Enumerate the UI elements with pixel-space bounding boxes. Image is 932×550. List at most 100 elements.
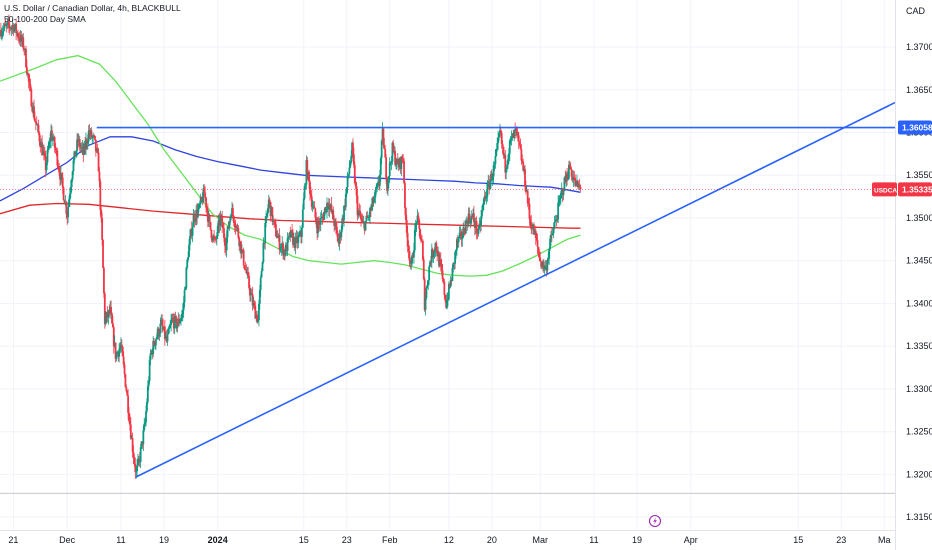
candle bbox=[118, 343, 121, 363]
candle bbox=[267, 194, 270, 213]
candle bbox=[427, 279, 430, 290]
ascending-trendline[interactable] bbox=[135, 101, 896, 478]
candle bbox=[128, 406, 130, 424]
candle bbox=[534, 225, 537, 246]
candle bbox=[15, 18, 18, 41]
candle bbox=[576, 180, 579, 189]
sma200-line bbox=[0, 202, 581, 229]
alert-icon[interactable] bbox=[648, 514, 662, 528]
candle bbox=[380, 139, 383, 165]
x-tick-label: Apr bbox=[684, 535, 698, 545]
candle bbox=[115, 351, 118, 362]
candle bbox=[542, 259, 545, 274]
grid bbox=[0, 0, 895, 530]
candle bbox=[167, 326, 170, 335]
candle bbox=[121, 345, 124, 357]
candle bbox=[319, 212, 322, 231]
candle bbox=[163, 320, 166, 346]
candle bbox=[129, 416, 132, 440]
x-tick-label: 15 bbox=[299, 535, 309, 545]
candle bbox=[183, 286, 186, 308]
candle bbox=[175, 315, 178, 332]
candle bbox=[332, 206, 335, 220]
candle bbox=[248, 272, 250, 291]
sma50-line bbox=[0, 54, 581, 277]
candle bbox=[411, 252, 414, 267]
candle bbox=[341, 214, 344, 233]
y-tick-label: 1.35500 bbox=[906, 170, 932, 180]
candle bbox=[25, 59, 28, 76]
candle bbox=[498, 132, 500, 142]
candle bbox=[37, 119, 40, 136]
candle bbox=[170, 313, 173, 332]
candle bbox=[548, 247, 551, 265]
candle bbox=[76, 133, 78, 157]
candle bbox=[1, 25, 4, 40]
candle bbox=[137, 453, 139, 468]
y-tick-label: 1.32000 bbox=[906, 469, 932, 479]
candle bbox=[25, 45, 27, 69]
time-axis[interactable]: 21 Dec 11 19 2024 15 23 Feb 12 20 Mar 11 19 Apr 15 23 Ma bbox=[8, 535, 890, 545]
x-tick-label: 20 bbox=[487, 535, 497, 545]
candle bbox=[139, 443, 142, 469]
candle bbox=[557, 195, 560, 224]
candle bbox=[343, 205, 345, 227]
svg-text:USDCAD: USDCAD bbox=[874, 187, 902, 194]
drawings[interactable] bbox=[0, 101, 896, 494]
price-axis[interactable]: 1.370001.365001.360001.355001.350001.345… bbox=[872, 42, 932, 522]
candle bbox=[554, 215, 557, 223]
y-tick-label: 1.37000 bbox=[906, 42, 932, 52]
candle bbox=[502, 146, 505, 159]
candle bbox=[510, 130, 513, 146]
candle bbox=[258, 299, 260, 327]
candle bbox=[521, 154, 524, 163]
candle bbox=[45, 160, 48, 174]
candle bbox=[42, 144, 45, 161]
candle bbox=[505, 167, 508, 180]
candle bbox=[71, 170, 74, 182]
candle bbox=[51, 125, 53, 142]
candle bbox=[70, 178, 73, 192]
symbol-title[interactable]: U.S. Dollar / Canadian Dollar, 4h, BLACK… bbox=[4, 3, 181, 13]
candle bbox=[425, 285, 428, 300]
candle bbox=[48, 137, 51, 150]
candle bbox=[250, 288, 253, 295]
candle bbox=[328, 198, 331, 218]
indicator-title[interactable]: 50-100-200 Day SMA bbox=[4, 14, 86, 24]
candle bbox=[62, 186, 65, 201]
candle bbox=[153, 338, 155, 347]
candle bbox=[345, 187, 348, 198]
candle bbox=[242, 247, 245, 268]
candle bbox=[364, 220, 367, 232]
y-tick-label: 1.32500 bbox=[906, 427, 932, 437]
x-tick-label: 23 bbox=[836, 535, 846, 545]
candle bbox=[454, 250, 457, 270]
candle bbox=[185, 266, 188, 291]
candle bbox=[385, 154, 388, 184]
candle bbox=[318, 216, 320, 230]
sma100-line bbox=[0, 136, 581, 202]
candle bbox=[27, 72, 30, 89]
candle bbox=[361, 214, 364, 224]
candle bbox=[359, 204, 362, 219]
candle bbox=[519, 138, 522, 150]
candle bbox=[481, 203, 484, 213]
resistance-price-label[interactable]: 1.36058 bbox=[898, 120, 932, 135]
last-price-label[interactable]: USDCAD 1.35335 bbox=[872, 182, 932, 197]
candle bbox=[186, 258, 189, 270]
candle bbox=[415, 221, 418, 232]
candle bbox=[219, 210, 222, 231]
candle bbox=[550, 230, 552, 247]
candle bbox=[475, 216, 478, 240]
x-tick-label: 2024 bbox=[208, 535, 228, 545]
y-tick-label: 1.36500 bbox=[906, 85, 932, 95]
candle bbox=[428, 265, 431, 286]
candle bbox=[80, 142, 83, 154]
candle bbox=[124, 373, 127, 388]
candle bbox=[209, 221, 212, 231]
candle bbox=[338, 229, 341, 251]
candle bbox=[446, 292, 448, 310]
x-tick-label: Ma bbox=[878, 535, 891, 545]
y-tick-label: 1.33000 bbox=[906, 384, 932, 394]
